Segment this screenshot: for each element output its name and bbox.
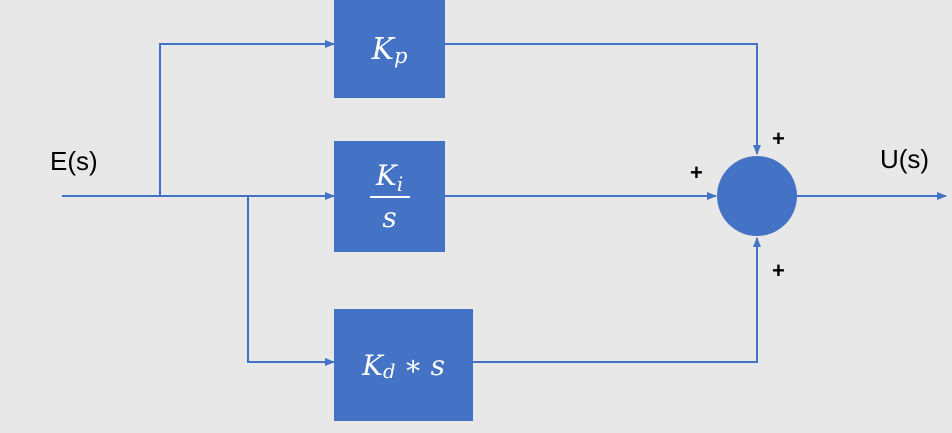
derivative-gain-subscript: d bbox=[382, 360, 396, 384]
input-signal-label: E(s) bbox=[50, 146, 98, 176]
multiply-operator: ∗ bbox=[403, 348, 423, 382]
integral-gain-block: Ki s bbox=[334, 141, 445, 252]
derivative-to-sum-wire bbox=[473, 237, 761, 363]
integral-gain-numerator: Ki bbox=[375, 158, 404, 197]
proportional-to-sum-wire bbox=[445, 43, 761, 155]
input-to-proportional-wire bbox=[159, 40, 335, 196]
derivative-gain-symbol: K bbox=[362, 348, 383, 382]
integral-gain-symbol: K bbox=[375, 158, 397, 192]
integral-gain-subscript: i bbox=[396, 173, 404, 197]
sum-sign-top: + bbox=[772, 126, 785, 151]
sum-sign-bottom: + bbox=[772, 258, 785, 283]
proportional-gain-subscript: p bbox=[393, 44, 408, 69]
input-to-derivative-wire bbox=[247, 196, 335, 366]
proportional-gain-symbol: K bbox=[371, 31, 394, 67]
sum-sign-left: + bbox=[690, 160, 703, 185]
fraction-bar bbox=[369, 195, 410, 198]
integral-gain-denominator: s bbox=[382, 200, 397, 234]
derivative-gain-factor: s bbox=[430, 348, 445, 382]
summing-junction bbox=[717, 156, 797, 236]
output-signal-label: U(s) bbox=[880, 144, 930, 174]
